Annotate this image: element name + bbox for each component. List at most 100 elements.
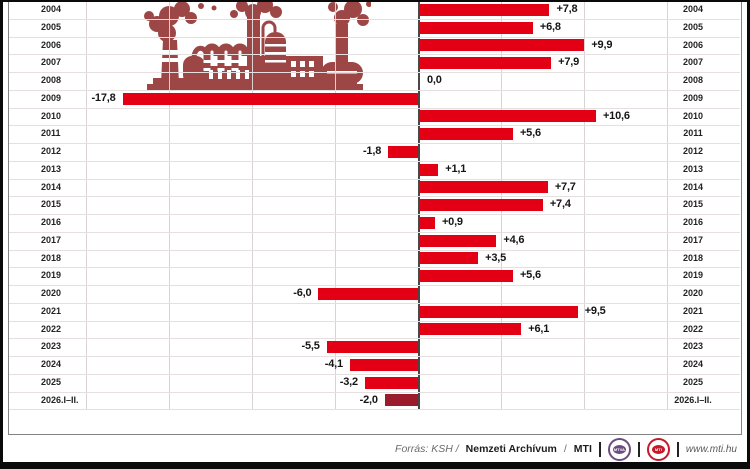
- row-gridline: [9, 320, 740, 322]
- source-separator: /: [563, 443, 567, 455]
- value-label: +1,1: [445, 162, 467, 175]
- year-label-left: 2012: [41, 146, 62, 156]
- year-label-right: 2004: [682, 4, 704, 14]
- year-label-left: 2022: [41, 323, 62, 334]
- chart-bar: [420, 199, 543, 212]
- value-label: -2,0: [359, 393, 378, 406]
- footer-divider: [676, 441, 679, 457]
- year-label-left: 2007: [41, 57, 62, 68]
- value-label: -6,0: [293, 287, 312, 299]
- year-label-left: 2026.I–II.: [41, 394, 79, 405]
- year-label-right: 2005: [682, 21, 704, 32]
- year-label-left: 2019: [41, 270, 62, 281]
- year-label-left: 2014: [41, 181, 62, 192]
- year-label-left: 2006: [41, 39, 62, 50]
- chart-bar: [420, 252, 479, 265]
- value-label: -1,8: [362, 145, 382, 157]
- year-label-right: 2006: [682, 39, 704, 50]
- year-label-right: 2026.I–II.: [674, 394, 712, 405]
- value-label: +5,6: [519, 269, 541, 282]
- chart-bar: [420, 305, 578, 318]
- row-gridline: [9, 285, 740, 286]
- value-label: -3,2: [339, 375, 358, 388]
- year-label-left: 2004: [41, 4, 62, 14]
- year-label-right: 2022: [682, 323, 704, 334]
- mtva-logo-text: MTVA: [612, 444, 626, 454]
- year-label-left: 2009: [41, 92, 62, 103]
- value-label: +5,6: [519, 127, 541, 140]
- row-gridline: [9, 338, 740, 340]
- value-label: +7,9: [558, 56, 580, 69]
- value-label: -5,5: [301, 340, 320, 353]
- row-gridline: [9, 302, 740, 304]
- row-gridline: [9, 107, 740, 109]
- year-label-right: 2020: [682, 288, 704, 298]
- year-label-left: 2017: [41, 234, 62, 245]
- row-gridline: [9, 54, 740, 56]
- chart-bar: [420, 128, 513, 141]
- footer-divider: [598, 441, 601, 457]
- value-label: +7,8: [556, 3, 578, 15]
- row-gridline: [9, 409, 740, 411]
- year-label-right: 2017: [682, 234, 704, 245]
- value-label: +0,9: [441, 216, 463, 228]
- year-label-right: 2015: [682, 199, 704, 210]
- chart-bar: [420, 181, 548, 194]
- row-gridline: [9, 143, 740, 144]
- year-label-left: 2005: [41, 21, 62, 32]
- row-gridline: [9, 160, 740, 162]
- zero-axis-line: [418, 0, 420, 410]
- chart-bar: [420, 3, 550, 16]
- footer-divider: [637, 441, 640, 457]
- gridline: [584, 0, 585, 409]
- row-gridline: [9, 214, 740, 215]
- website-link: www.mti.hu: [685, 443, 737, 455]
- mtva-logo-icon: MTVA: [607, 437, 631, 461]
- frame-bottom: [0, 462, 750, 469]
- chart-bar: [420, 323, 522, 336]
- year-label-right: 2011: [683, 128, 703, 139]
- year-label-left: 2015: [41, 199, 62, 210]
- source-mti-label: MTI: [573, 443, 592, 455]
- year-label-right: 2007: [682, 57, 704, 68]
- mti-logo-text: MTI: [651, 444, 665, 454]
- row-gridline: [9, 373, 740, 375]
- value-label: +9,9: [591, 38, 613, 51]
- value-label: +9,5: [584, 304, 606, 317]
- year-label-right: 2012: [682, 146, 704, 156]
- value-label: 0,0: [427, 74, 442, 86]
- year-label-left: 2025: [41, 376, 62, 387]
- row-gridline: [9, 249, 740, 251]
- chart-bar: [122, 92, 418, 105]
- value-label: +7,7: [554, 180, 576, 193]
- year-label-right: 2024: [682, 359, 704, 369]
- year-label-right: 2016: [682, 217, 704, 227]
- gridline: [169, 0, 170, 409]
- chart-bar: [384, 394, 418, 407]
- value-label: +6,8: [539, 20, 561, 33]
- footer-source-line: Forrás: KSH / Nemzeti Archívum / MTI MTV…: [395, 436, 737, 462]
- year-label-right: 2008: [682, 75, 704, 85]
- year-label-left: 2020: [41, 288, 62, 298]
- value-label: +6,1: [528, 322, 550, 335]
- year-label-left: 2018: [41, 252, 62, 263]
- year-label-left: 2016: [41, 217, 62, 227]
- gridline: [86, 0, 87, 409]
- value-label: -4,1: [324, 358, 343, 370]
- chart-bar: [420, 39, 585, 52]
- year-label-right: 2025: [682, 376, 704, 387]
- source-archive-label: Nemzeti Archívum: [465, 443, 557, 455]
- row-gridline: [9, 267, 740, 269]
- year-label-right: 2013: [682, 163, 704, 174]
- row-gridline: [9, 196, 740, 198]
- frame-top: [0, 0, 750, 2]
- value-label: +4,6: [503, 233, 525, 246]
- year-label-right: 2018: [682, 252, 704, 263]
- value-label: -17,8: [91, 91, 116, 104]
- row-gridline: [9, 72, 740, 73]
- chart-bar: [420, 57, 552, 70]
- value-label: +10,6: [602, 109, 630, 122]
- row-gridline: [9, 36, 740, 38]
- row-gridline: [9, 231, 740, 233]
- year-label-right: 2023: [682, 341, 704, 352]
